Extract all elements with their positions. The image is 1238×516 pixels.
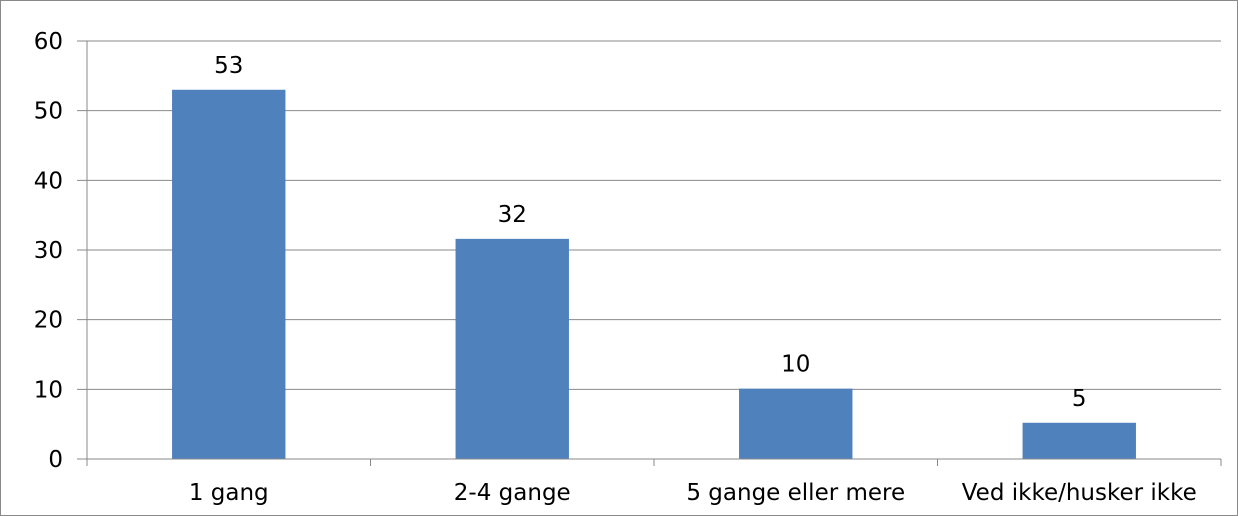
category-label: 5 gange eller mere: [686, 480, 905, 506]
y-tick-label: 10: [34, 377, 63, 403]
category-label: 2-4 gange: [454, 480, 571, 506]
y-tick-label: 20: [34, 308, 63, 334]
category-label: Ved ikke/husker ikke: [962, 480, 1197, 506]
y-tick-label: 50: [34, 99, 63, 125]
data-label: 10: [781, 352, 810, 378]
y-tick-label: 60: [34, 29, 63, 55]
category-label: 1 gang: [189, 480, 269, 506]
labels: 0 10 20 30 40 50 60 53 1 gang 32 2-4 gange 10 5 gang…: [34, 29, 1197, 506]
data-label: 53: [214, 53, 243, 79]
data-label: 32: [498, 202, 527, 228]
bar-1: [172, 89, 286, 460]
bar-4: [1022, 422, 1136, 459]
y-tick-label: 40: [34, 168, 63, 194]
data-label: 5: [1072, 386, 1087, 412]
bars: [172, 89, 1136, 460]
bar-3: [739, 388, 853, 459]
bar-2: [455, 238, 569, 459]
y-tick-label: 30: [34, 238, 63, 264]
y-tick-label: 0: [48, 447, 63, 473]
axes: [77, 41, 1222, 466]
